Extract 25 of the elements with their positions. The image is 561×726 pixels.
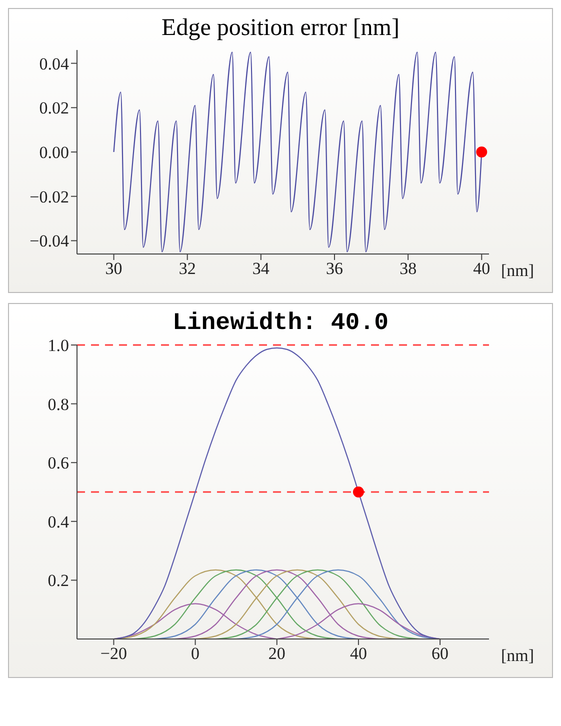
y-tick-label: 0.04 [39,54,70,74]
y-tick-label: 0.4 [48,512,70,532]
x-tick-label: 40 [473,259,490,278]
x-tick-label: 38 [400,259,417,278]
y-tick-label: −0.04 [30,232,70,251]
y-tick-label: 1.0 [48,336,69,356]
x-tick-label: 32 [178,259,196,278]
x-tick-label: 30 [105,259,122,278]
x-axis-title: [nm] [501,261,534,280]
x-tick-label: −20 [100,644,128,664]
y-tick-label: 0.2 [48,571,69,590]
chart-title: Edge position error [nm] [160,15,400,42]
x-tick-label: 0 [191,644,200,664]
x-tick-label: 40 [350,644,367,664]
y-tick-label: 0.8 [48,394,69,414]
y-tick-label: 0.02 [39,98,69,118]
y-tick-label: 0.6 [48,454,69,473]
x-tick-label: 60 [432,644,449,664]
x-tick-label: 36 [326,259,343,278]
x-axis-title: [nm] [501,646,534,666]
y-tick-label: −0.02 [30,187,69,206]
chart-title: Linewidth: 40.0 [171,310,390,337]
x-tick-label: 34 [252,259,270,278]
x-tick-label: 20 [268,644,286,664]
y-tick-label: 0.00 [39,143,69,162]
